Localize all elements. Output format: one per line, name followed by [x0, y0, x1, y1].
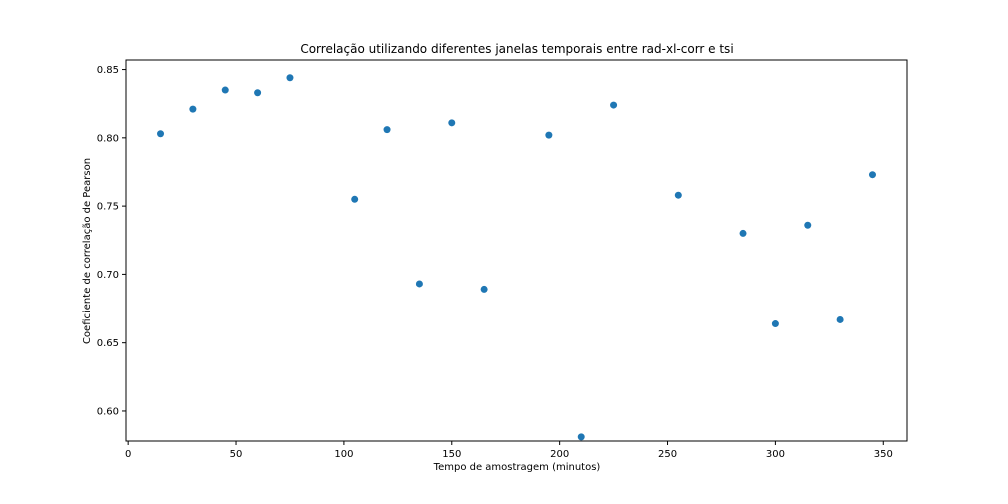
y-axis-label: Coeficiente de correlação de Pearson: [82, 158, 93, 344]
x-tick-label: 350: [874, 449, 893, 460]
data-point: [448, 119, 456, 127]
y-tick-label: 0.60: [97, 406, 119, 417]
x-tick-label: 0: [125, 449, 131, 460]
data-point: [286, 74, 294, 82]
data-point: [221, 86, 229, 94]
x-tick-label: 200: [550, 449, 569, 460]
x-tick-label: 50: [230, 449, 243, 460]
data-point: [383, 126, 391, 134]
data-point: [674, 191, 682, 199]
data-points: [157, 74, 876, 441]
x-tick-label: 300: [766, 449, 785, 460]
x-tick-label: 250: [658, 449, 677, 460]
plot-frame: [125, 59, 908, 442]
data-point: [771, 320, 779, 328]
data-point: [577, 433, 585, 441]
y-tick-label: 0.75: [97, 202, 119, 213]
data-point: [189, 105, 197, 113]
data-point: [804, 221, 812, 229]
x-axis-label: Tempo de amostragem (minutos): [433, 462, 601, 473]
data-point: [610, 101, 618, 109]
data-point: [351, 195, 359, 203]
chart-title: Correlação utilizando diferentes janelas…: [300, 42, 733, 56]
data-point: [415, 280, 423, 288]
y-tick-label: 0.70: [97, 270, 119, 281]
y-tick-label: 0.65: [97, 338, 119, 349]
data-point: [254, 89, 262, 97]
data-point: [739, 229, 747, 237]
data-point: [836, 315, 844, 323]
x-tick-label: 150: [442, 449, 461, 460]
data-point: [868, 171, 876, 179]
data-point: [480, 285, 488, 293]
x-axis-ticks: 0 50 100 150 200 250 300 350: [125, 441, 893, 460]
y-axis-ticks: 0.60 0.65 0.70 0.75 0.80 0.85: [97, 65, 126, 417]
data-point: [545, 131, 553, 139]
data-point: [157, 130, 165, 138]
y-tick-label: 0.80: [97, 133, 119, 144]
x-tick-label: 100: [334, 449, 353, 460]
y-tick-label: 0.85: [97, 65, 119, 76]
